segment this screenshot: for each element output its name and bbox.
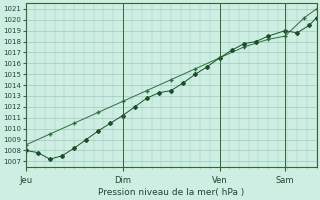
- X-axis label: Pression niveau de la mer( hPa ): Pression niveau de la mer( hPa ): [98, 188, 244, 197]
